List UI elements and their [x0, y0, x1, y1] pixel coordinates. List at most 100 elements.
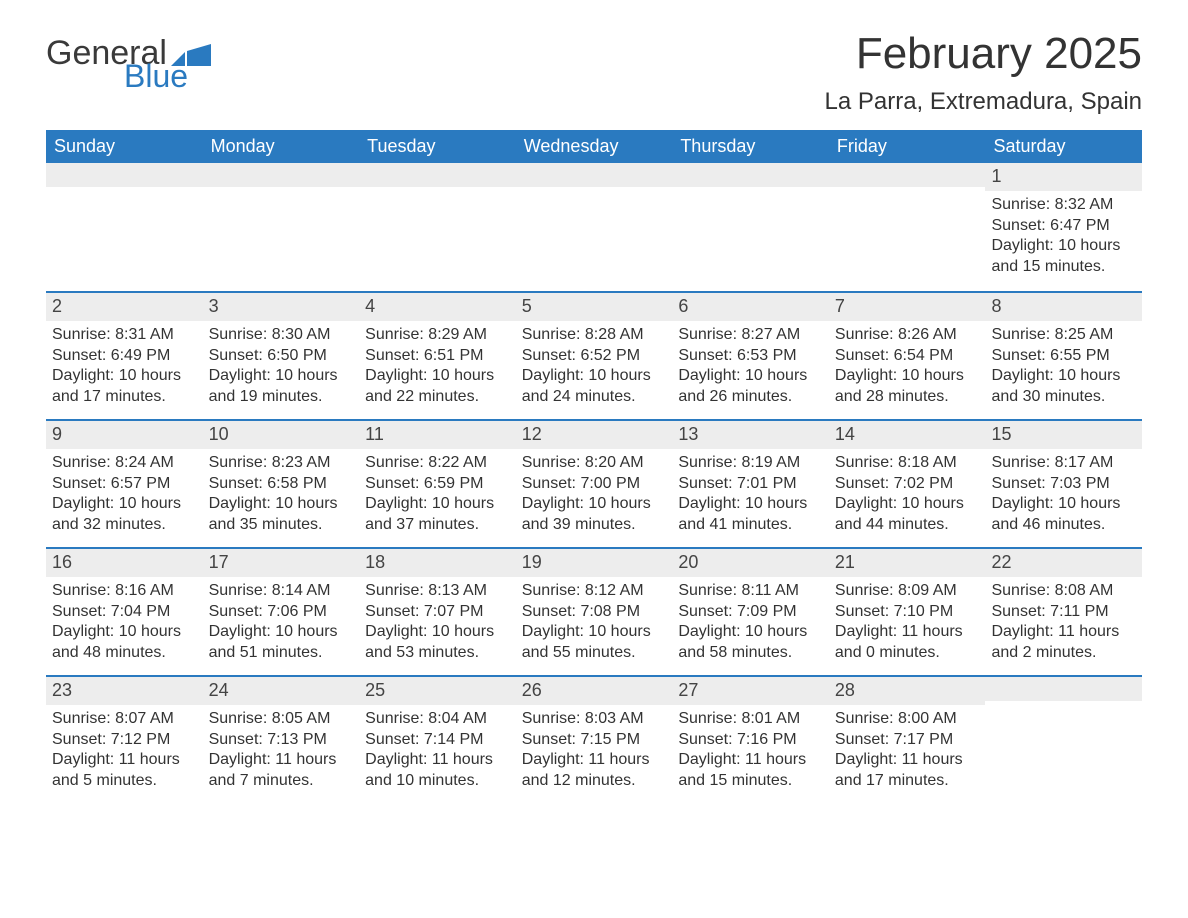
daylight-text: Daylight: 10 hours and 17 minutes.	[52, 366, 197, 408]
calendar-day: 27Sunrise: 8:01 AMSunset: 7:16 PMDayligh…	[672, 677, 829, 803]
sunset-text: Sunset: 7:13 PM	[209, 730, 354, 751]
sunset-text: Sunset: 7:12 PM	[52, 730, 197, 751]
day-info: Sunrise: 8:28 AMSunset: 6:52 PMDaylight:…	[520, 325, 669, 408]
daylight-text: Daylight: 10 hours and 53 minutes.	[365, 622, 510, 664]
sunrise-text: Sunrise: 8:04 AM	[365, 709, 510, 730]
day-number: 5	[516, 293, 673, 320]
calendar-day: 17Sunrise: 8:14 AMSunset: 7:06 PMDayligh…	[203, 549, 360, 675]
weekday-header: Wednesday	[516, 130, 673, 163]
day-number: 3	[203, 293, 360, 320]
day-number	[46, 163, 203, 187]
daylight-text: Daylight: 11 hours and 0 minutes.	[835, 622, 980, 664]
calendar-day: 14Sunrise: 8:18 AMSunset: 7:02 PMDayligh…	[829, 421, 986, 547]
sunrise-text: Sunrise: 8:01 AM	[678, 709, 823, 730]
logo: General Blue	[46, 30, 211, 92]
sunset-text: Sunset: 6:55 PM	[991, 346, 1136, 367]
day-number	[672, 163, 829, 187]
calendar-day: 12 Sunrise: 8:20 AMSunset: 7:00 PMDayligh…	[516, 421, 673, 547]
sunset-text: Sunset: 7:00 PM	[522, 474, 667, 495]
day-number: 20	[672, 549, 829, 576]
sunrise-text: Sunrise: 8:29 AM	[365, 325, 510, 346]
daylight-text: Daylight: 10 hours and 46 minutes.	[991, 494, 1136, 536]
sunrise-text: Sunrise: 8:28 AM	[522, 325, 667, 346]
day-info: Sunrise: 8:23 AMSunset: 6:58 PMDaylight:…	[207, 453, 356, 536]
calendar-day: 23Sunrise: 8:07 AMSunset: 7:12 PMDayligh…	[46, 677, 203, 803]
calendar-day: 13Sunrise: 8:19 AMSunset: 7:01 PMDayligh…	[672, 421, 829, 547]
day-number: 13	[672, 421, 829, 448]
day-number: 26	[516, 677, 673, 704]
calendar: Sunday Monday Tuesday Wednesday Thursday…	[46, 130, 1142, 803]
calendar-day	[203, 163, 360, 291]
sunrise-text: Sunrise: 8:11 AM	[678, 581, 823, 602]
day-number: 2	[46, 293, 203, 320]
daylight-text: Daylight: 10 hours and 28 minutes.	[835, 366, 980, 408]
sunrise-text: Sunrise: 8:03 AM	[522, 709, 667, 730]
sunrise-text: Sunrise: 8:13 AM	[365, 581, 510, 602]
location: La Parra, Extremadura, Spain	[825, 88, 1143, 116]
day-number: 12	[516, 421, 673, 448]
weekday-header: Thursday	[672, 130, 829, 163]
day-number: 24	[203, 677, 360, 704]
calendar-day: 25Sunrise: 8:04 AMSunset: 7:14 PMDayligh…	[359, 677, 516, 803]
day-info: Sunrise: 8:25 AMSunset: 6:55 PMDaylight:…	[989, 325, 1138, 408]
day-number: 4	[359, 293, 516, 320]
day-info: Sunrise: 8:09 AMSunset: 7:10 PMDaylight:…	[833, 581, 982, 664]
day-info: Sunrise: 8:03 AMSunset: 7:15 PMDaylight:…	[520, 709, 669, 792]
header: General Blue February 2025 La Parra, Ext…	[46, 30, 1142, 116]
calendar-day: 26 Sunrise: 8:03 AMSunset: 7:15 PMDayligh…	[516, 677, 673, 803]
calendar-day	[516, 163, 673, 291]
day-number	[829, 163, 986, 187]
day-info: Sunrise: 8:30 AMSunset: 6:50 PMDaylight:…	[207, 325, 356, 408]
sunset-text: Sunset: 6:54 PM	[835, 346, 980, 367]
calendar-day	[985, 677, 1142, 803]
weekday-header: Tuesday	[359, 130, 516, 163]
day-info: Sunrise: 8:20 AMSunset: 7:00 PMDaylight:…	[520, 453, 669, 536]
day-number	[203, 163, 360, 187]
calendar-day: 16Sunrise: 8:16 AMSunset: 7:04 PMDayligh…	[46, 549, 203, 675]
sunrise-text: Sunrise: 8:09 AM	[835, 581, 980, 602]
calendar-week: 23Sunrise: 8:07 AMSunset: 7:12 PMDayligh…	[46, 675, 1142, 803]
day-number: 1	[985, 163, 1142, 190]
calendar-day: 11Sunrise: 8:22 AMSunset: 6:59 PMDayligh…	[359, 421, 516, 547]
calendar-day: 20 Sunrise: 8:11 AMSunset: 7:09 PMDayligh…	[672, 549, 829, 675]
sunset-text: Sunset: 7:07 PM	[365, 602, 510, 623]
daylight-text: Daylight: 10 hours and 41 minutes.	[678, 494, 823, 536]
month-title: February 2025	[825, 30, 1143, 78]
sunset-text: Sunset: 6:52 PM	[522, 346, 667, 367]
calendar-day	[46, 163, 203, 291]
day-number: 9	[46, 421, 203, 448]
sunrise-text: Sunrise: 8:07 AM	[52, 709, 197, 730]
daylight-text: Daylight: 10 hours and 37 minutes.	[365, 494, 510, 536]
sunrise-text: Sunrise: 8:18 AM	[835, 453, 980, 474]
daylight-text: Daylight: 10 hours and 32 minutes.	[52, 494, 197, 536]
sunrise-text: Sunrise: 8:14 AM	[209, 581, 354, 602]
daylight-text: Daylight: 10 hours and 24 minutes.	[522, 366, 667, 408]
sunrise-text: Sunrise: 8:12 AM	[522, 581, 667, 602]
sunrise-text: Sunrise: 8:20 AM	[522, 453, 667, 474]
daylight-text: Daylight: 10 hours and 22 minutes.	[365, 366, 510, 408]
day-number: 28	[829, 677, 986, 704]
calendar-day	[672, 163, 829, 291]
daylight-text: Daylight: 10 hours and 58 minutes.	[678, 622, 823, 664]
daylight-text: Daylight: 10 hours and 35 minutes.	[209, 494, 354, 536]
calendar-day: 6Sunrise: 8:27 AMSunset: 6:53 PMDaylight…	[672, 293, 829, 419]
sunset-text: Sunset: 7:10 PM	[835, 602, 980, 623]
weekday-header: Sunday	[46, 130, 203, 163]
calendar-week: 1 Sunrise: 8:32 AMSunset: 6:47 PMDaylight…	[46, 163, 1142, 291]
day-info: Sunrise: 8:32 AMSunset: 6:47 PMDaylight:…	[989, 195, 1138, 278]
day-number	[359, 163, 516, 187]
daylight-text: Daylight: 10 hours and 51 minutes.	[209, 622, 354, 664]
sunset-text: Sunset: 7:15 PM	[522, 730, 667, 751]
sunset-text: Sunset: 7:09 PM	[678, 602, 823, 623]
logo-text-blue: Blue	[124, 60, 211, 92]
day-info: Sunrise: 8:01 AMSunset: 7:16 PMDaylight:…	[676, 709, 825, 792]
day-info: Sunrise: 8:04 AMSunset: 7:14 PMDaylight:…	[363, 709, 512, 792]
calendar-day: 21Sunrise: 8:09 AMSunset: 7:10 PMDayligh…	[829, 549, 986, 675]
calendar-day: 3 Sunrise: 8:30 AMSunset: 6:50 PMDaylight…	[203, 293, 360, 419]
calendar-day: 9Sunrise: 8:24 AMSunset: 6:57 PMDaylight…	[46, 421, 203, 547]
weekday-header: Friday	[829, 130, 986, 163]
daylight-text: Daylight: 10 hours and 19 minutes.	[209, 366, 354, 408]
sunset-text: Sunset: 7:02 PM	[835, 474, 980, 495]
sunset-text: Sunset: 6:58 PM	[209, 474, 354, 495]
day-number: 10	[203, 421, 360, 448]
